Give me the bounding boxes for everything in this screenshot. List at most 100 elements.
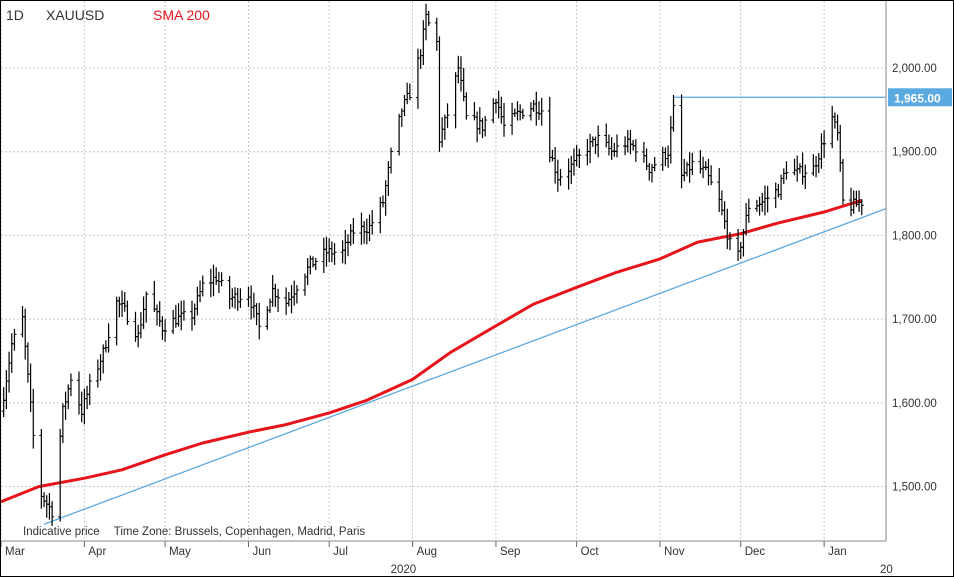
- ohlc-bar: [276, 288, 281, 313]
- timeframe-label[interactable]: 1D: [6, 7, 24, 23]
- ohlc-bar: [332, 243, 337, 265]
- ohlc-bar: [690, 152, 695, 175]
- ohlc-bar: [66, 384, 71, 410]
- ohlc-bar: [703, 161, 708, 171]
- ohlc-bar: [797, 163, 802, 174]
- ohlc-bar: [82, 388, 87, 425]
- ohlc-bar: [491, 98, 496, 124]
- ohlc-bar: [819, 133, 824, 169]
- ohlc-bar: [822, 130, 827, 158]
- x-tick-label: Mar: [5, 546, 25, 558]
- ohlc-bar: [440, 117, 445, 148]
- ohlc-bar: [555, 159, 560, 192]
- ohlc-bar: [329, 241, 334, 263]
- ohlc-bar: [717, 168, 722, 212]
- ohlc-bar: [830, 105, 835, 149]
- ohlc-bar: [652, 156, 657, 172]
- ohlc-bar: [781, 168, 786, 185]
- ohlc-bar: [273, 283, 278, 308]
- ohlc-bar: [12, 328, 17, 351]
- ohlc-bar: [362, 221, 367, 244]
- ohlc-bar: [496, 90, 501, 119]
- ohlc-bar: [612, 142, 617, 157]
- ohlc-bar: [698, 150, 703, 174]
- ohlc-bar: [453, 72, 458, 129]
- ohlc-bar: [238, 288, 243, 308]
- ohlc-bar: [50, 501, 55, 526]
- ohlc-bar: [181, 300, 186, 321]
- ohlc-bar: [536, 101, 541, 121]
- ohlc-bar: [58, 428, 63, 522]
- ohlc-bar: [163, 319, 168, 342]
- ohlc-bar: [800, 152, 805, 185]
- ohlc-bar: [68, 373, 73, 397]
- ohlc-bar: [773, 182, 778, 209]
- symbol-label[interactable]: XAUUSD: [46, 7, 105, 23]
- ohlc-bar: [389, 147, 394, 174]
- ohlc-bar: [160, 316, 165, 340]
- ohlc-bar: [445, 103, 450, 128]
- ohlc-bar: [227, 275, 232, 310]
- ohlc-bar: [157, 301, 162, 327]
- ohlc-bar: [832, 112, 837, 129]
- y-tick-label: 1,600.00: [892, 398, 937, 410]
- x-tick-label: Sep: [500, 546, 520, 558]
- ohlc-bar: [63, 391, 68, 420]
- ohlc-bar: [294, 285, 299, 304]
- ohlc-bar: [426, 10, 431, 26]
- ohlc-bar: [660, 146, 665, 171]
- ohlc-bar: [577, 148, 582, 169]
- ohlc-bar: [9, 333, 14, 373]
- ohlc-bar: [663, 147, 668, 167]
- ohlc-bar: [762, 185, 767, 216]
- ohlc-bar: [270, 275, 275, 307]
- ohlc-bar: [811, 154, 816, 176]
- ohlc-bar: [171, 309, 176, 334]
- ohlc-bar: [633, 139, 638, 162]
- ohlc-bar: [179, 300, 184, 331]
- ohlc-bar: [214, 267, 219, 285]
- ohlc-bar: [346, 234, 351, 257]
- ohlc-bar: [746, 198, 751, 223]
- ohlc-bar: [321, 237, 326, 274]
- ohlc-bar: [784, 161, 789, 180]
- ohlc-bar: [604, 123, 609, 148]
- y-tick-label: 1,900.00: [892, 147, 937, 159]
- ohlc-bar: [176, 303, 181, 327]
- ohlc-bar: [308, 255, 313, 275]
- ohlc-bar: [464, 92, 469, 120]
- x-tick-label: Jul: [333, 546, 348, 558]
- ohlc-bar: [251, 292, 256, 318]
- ohlc-bar: [480, 117, 485, 139]
- ohlc-bar: [219, 272, 224, 287]
- ohlc-bar: [23, 308, 28, 360]
- ohlc-bar: [840, 159, 845, 205]
- trendlines[interactable]: [43, 96, 887, 525]
- y-tick-label: 2,000.00: [892, 63, 937, 75]
- ohlc-bar: [738, 241, 743, 259]
- ohlc-bar: [98, 354, 103, 381]
- ohlc-bar: [364, 218, 369, 245]
- ohlc-bar: [25, 342, 30, 383]
- ohlc-bar: [367, 214, 372, 242]
- x-tick-label: Nov: [664, 546, 685, 558]
- ohlc-bar: [687, 152, 692, 183]
- x-tick-label: May: [169, 546, 191, 558]
- ohlc-bar: [757, 196, 762, 216]
- ohlc-bar: [475, 111, 480, 143]
- ohlc-bar: [709, 165, 714, 186]
- ohlc-bar: [442, 114, 447, 140]
- ohlc-bar: [531, 100, 536, 112]
- rising-trendline: [43, 208, 887, 525]
- ohlc-bar: [192, 303, 197, 326]
- ohlc-bar: [625, 130, 630, 153]
- ohlc-bar: [590, 136, 595, 147]
- ohlc-bar: [510, 102, 515, 135]
- ohlc-bar: [649, 163, 654, 183]
- sma-legend-label[interactable]: SMA 200: [153, 7, 210, 23]
- ohlc-bar: [249, 285, 254, 320]
- ohlc-bar: [155, 304, 160, 326]
- ohlc-bar: [122, 292, 127, 312]
